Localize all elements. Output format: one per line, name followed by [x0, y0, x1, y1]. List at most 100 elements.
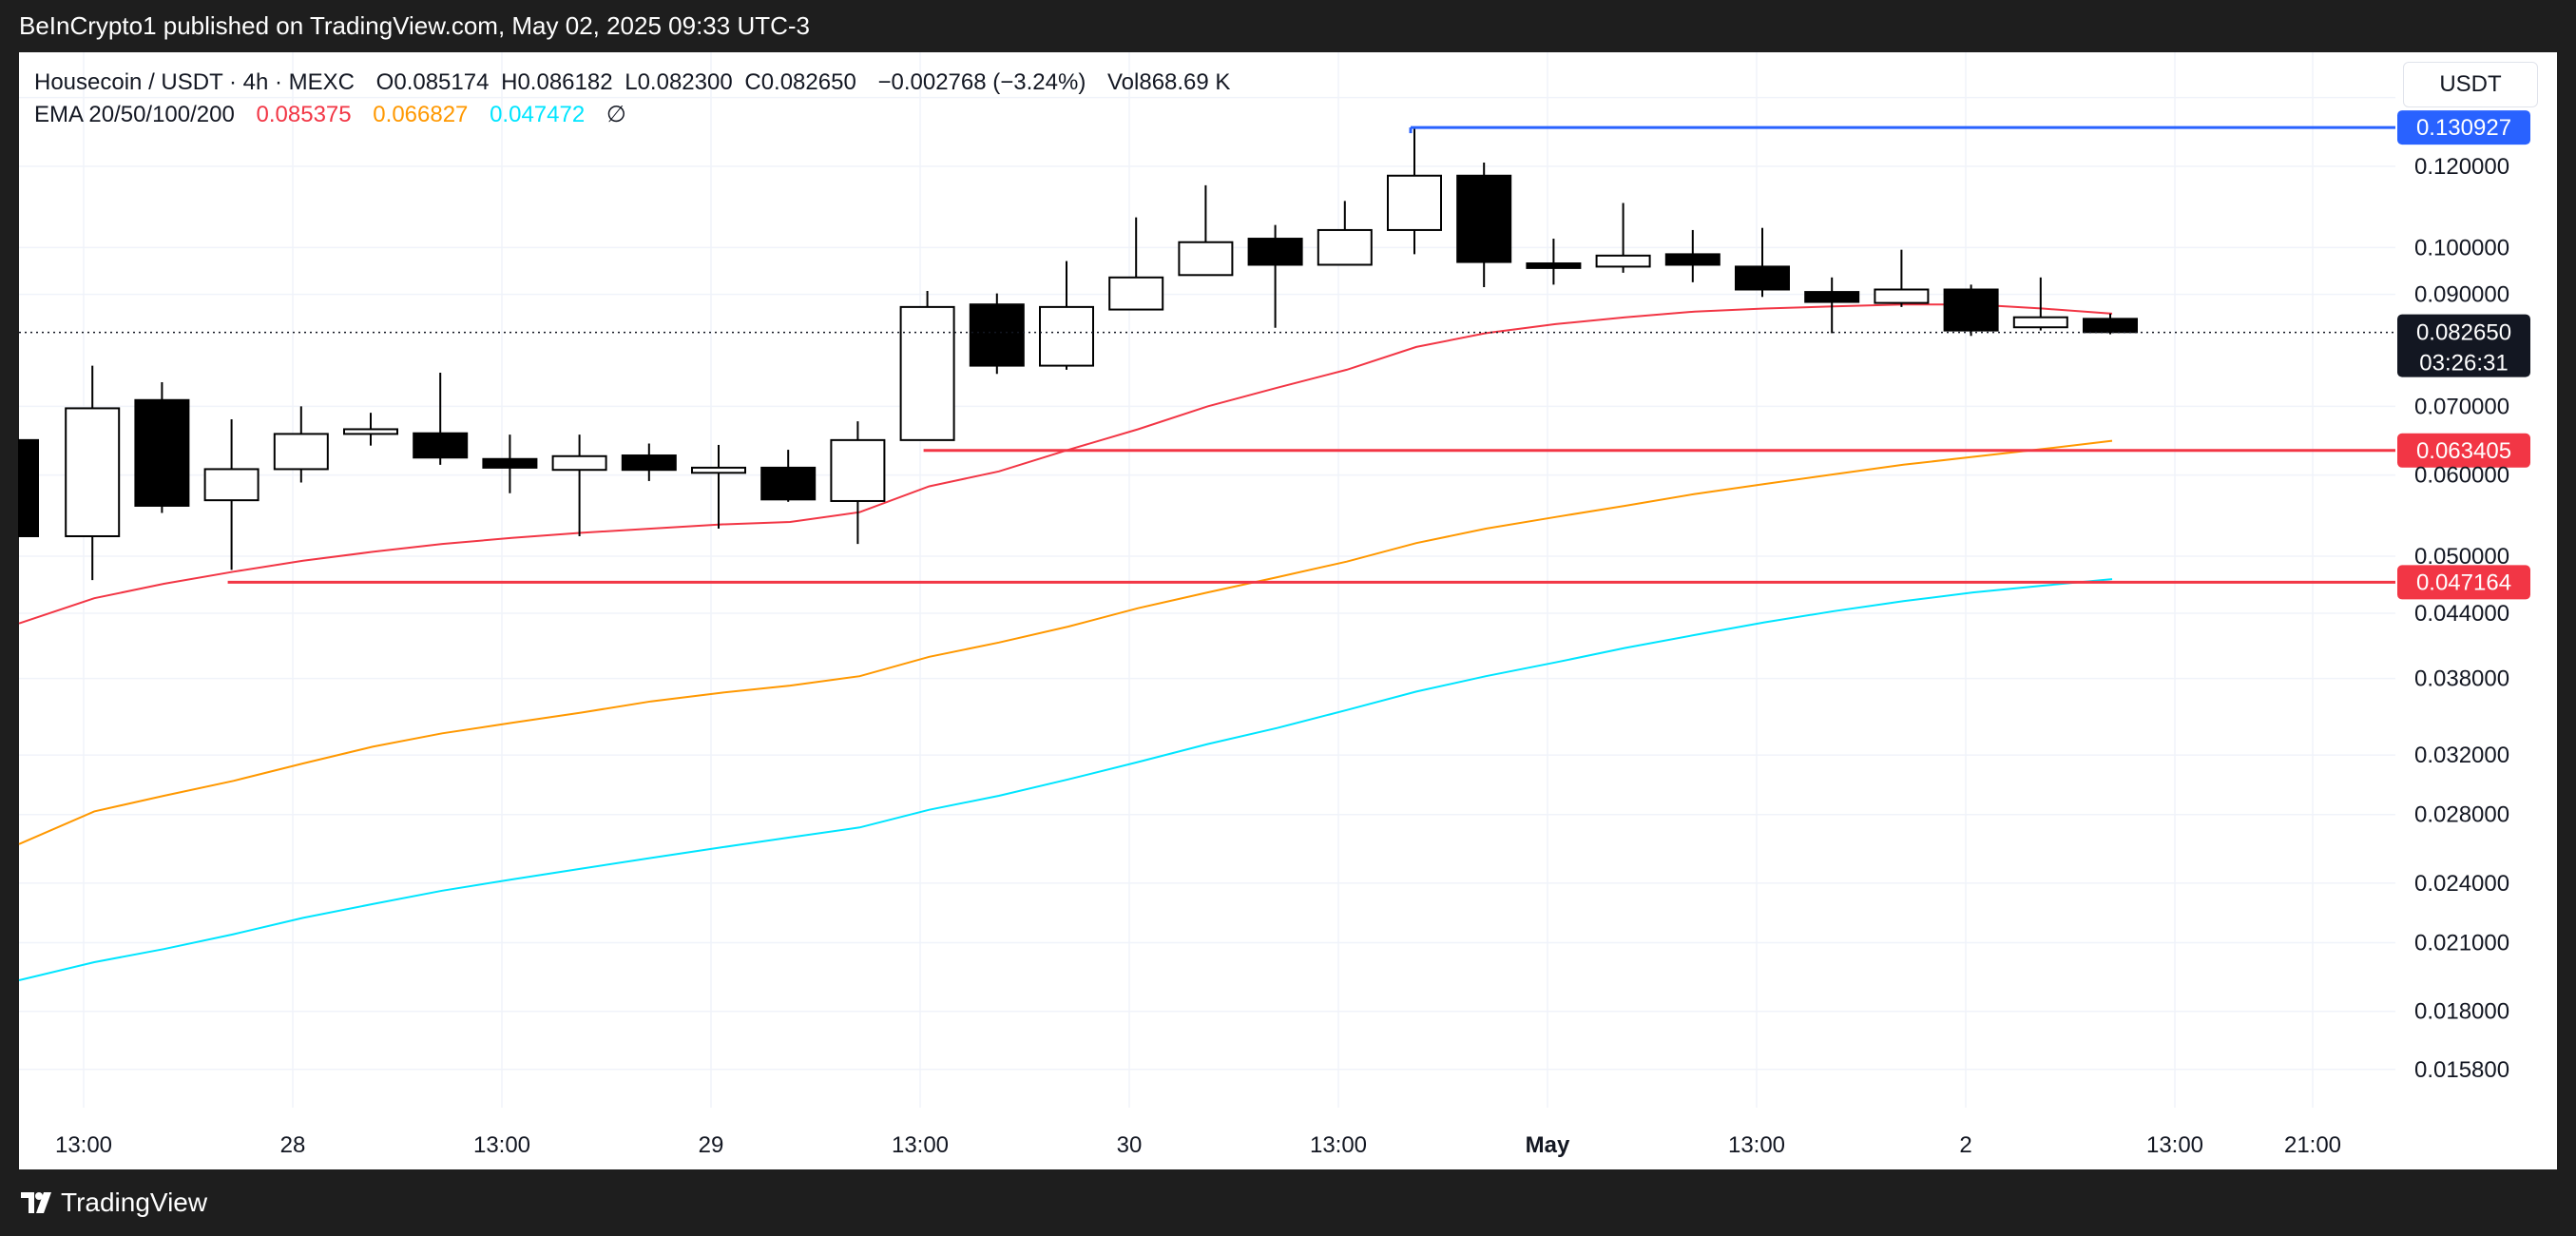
candle-body: [343, 428, 398, 435]
brand-name[interactable]: TradingView: [61, 1188, 208, 1217]
ema100-value: 0.047472: [490, 102, 586, 127]
change-value: −0.002768 (−3.24%): [877, 69, 1086, 95]
price-chart[interactable]: 13:00 28 13:00 29 13:00 30 13:00 May 13:00 2 13:00…: [0, 0, 2576, 1169]
candle-body: [18, 438, 39, 537]
volume-value: Vol868.69 K: [1106, 69, 1231, 95]
empty-set-icon[interactable]: ∅: [606, 102, 626, 127]
last-price-label: 0.082650: [2416, 320, 2511, 346]
footer-bar: TradingView: [0, 1169, 2576, 1236]
candle-body: [1735, 265, 1790, 291]
ema-row: EMA 20/50/100/200 0.085375 0.066827 0.04…: [34, 99, 1230, 131]
last-price-tag: [2397, 314, 2530, 377]
candle-body: [65, 407, 121, 537]
candle-body: [2083, 318, 2138, 334]
candle: [1317, 201, 1373, 266]
publisher-text: BeInCrypto1 published on TradingView.com…: [19, 11, 810, 40]
candle: [1108, 217, 1164, 311]
resistance-price-tag: [2397, 110, 2530, 145]
candle: [482, 435, 538, 493]
support-price-tag-label: 0.063405: [2416, 438, 2511, 464]
candle-body: [1178, 241, 1234, 277]
close-value: C0.082650: [744, 69, 856, 95]
x-tick-label: 2: [1959, 1132, 1971, 1158]
candle: [621, 443, 677, 481]
candle: [1178, 184, 1234, 277]
candle-body: [691, 466, 746, 474]
candle: [1595, 203, 1651, 273]
grid-lines: [19, 52, 2395, 1108]
candle: [1039, 261, 1094, 370]
candle-body: [2012, 316, 2068, 329]
candle: [691, 444, 746, 529]
candle: [2083, 313, 2138, 335]
candle-body: [1804, 291, 1860, 303]
candle: [1247, 224, 1303, 328]
candle-body: [551, 454, 607, 472]
ema-line-1: [18, 439, 2113, 845]
support-price-tag: [2397, 433, 2530, 468]
y-tick-label: 0.024000: [2414, 871, 2509, 897]
y-tick-label: 0.120000: [2414, 154, 2509, 180]
publisher-bar: BeInCrypto1 published on TradingView.com…: [0, 0, 2576, 52]
candle: [1664, 229, 1721, 282]
candle-body: [830, 438, 886, 502]
x-tick-label: May: [1526, 1132, 1570, 1158]
candle-body: [1039, 305, 1094, 367]
x-tick-label: 13:00: [1310, 1132, 1367, 1158]
candle-body: [1247, 238, 1303, 266]
candle-body: [1664, 253, 1721, 266]
y-tick-label: 0.050000: [2414, 544, 2509, 570]
candle: [413, 372, 469, 465]
candle: [1874, 249, 1930, 307]
tradingview-logo-icon[interactable]: [19, 1188, 57, 1217]
candle: [551, 435, 607, 536]
candle: [1387, 127, 1442, 255]
candle: [203, 419, 260, 570]
x-tick-label: 28: [280, 1132, 306, 1158]
candle-body: [1387, 174, 1442, 231]
ema-line-2: [18, 578, 2113, 981]
high-value: H0.086182: [501, 69, 613, 95]
x-tick-label: 13:00: [473, 1132, 530, 1158]
y-tick-label: 0.021000: [2414, 930, 2509, 956]
x-tick-label: 13:00: [2146, 1132, 2203, 1158]
candle-body: [273, 433, 329, 471]
ema50-value: 0.066827: [373, 102, 469, 127]
candle: [18, 438, 39, 537]
ema20-value: 0.085375: [256, 102, 352, 127]
y-tick-label: 0.070000: [2414, 394, 2509, 419]
ema-label[interactable]: EMA 20/50/100/200: [34, 102, 235, 127]
y-tick-label: 0.090000: [2414, 282, 2509, 308]
symbol-label[interactable]: Housecoin / USDT · 4h · MEXC: [34, 69, 355, 95]
x-tick-label: 29: [699, 1132, 724, 1158]
candle: [1943, 284, 1999, 337]
candle: [830, 421, 886, 545]
y-tick-label: 0.038000: [2414, 666, 2509, 692]
candle-body: [1943, 288, 1999, 332]
candle: [134, 382, 190, 513]
candle: [899, 291, 955, 441]
candle: [969, 293, 1025, 375]
low-value: L0.082300: [625, 69, 733, 95]
x-tick-label: 30: [1117, 1132, 1143, 1158]
x-tick-label: 21:00: [2284, 1132, 2341, 1158]
y-tick-label: 0.032000: [2414, 743, 2509, 768]
y-tick-label: 0.044000: [2414, 601, 2509, 627]
currency-selector[interactable]: USDT: [2403, 62, 2538, 107]
chart-legend: Housecoin / USDT · 4h · MEXC O0.085174 H…: [34, 67, 1230, 131]
candle-body: [1108, 276, 1164, 311]
candle-body: [760, 466, 817, 501]
candle-body: [1526, 262, 1582, 269]
candle-body: [621, 454, 677, 472]
candle-body: [1317, 228, 1373, 266]
candle-body: [1456, 174, 1512, 263]
open-value: O0.085174: [375, 69, 490, 95]
candle: [760, 450, 817, 502]
support-price-tag: [2397, 565, 2530, 600]
ohlc-row: Housecoin / USDT · 4h · MEXC O0.085174 H…: [34, 67, 1230, 99]
support-price-tag-label: 0.047164: [2416, 570, 2511, 595]
candle: [1735, 227, 1790, 298]
candle-body: [899, 305, 955, 441]
y-tick-label: 0.100000: [2414, 235, 2509, 261]
y-tick-label: 0.018000: [2414, 999, 2509, 1025]
